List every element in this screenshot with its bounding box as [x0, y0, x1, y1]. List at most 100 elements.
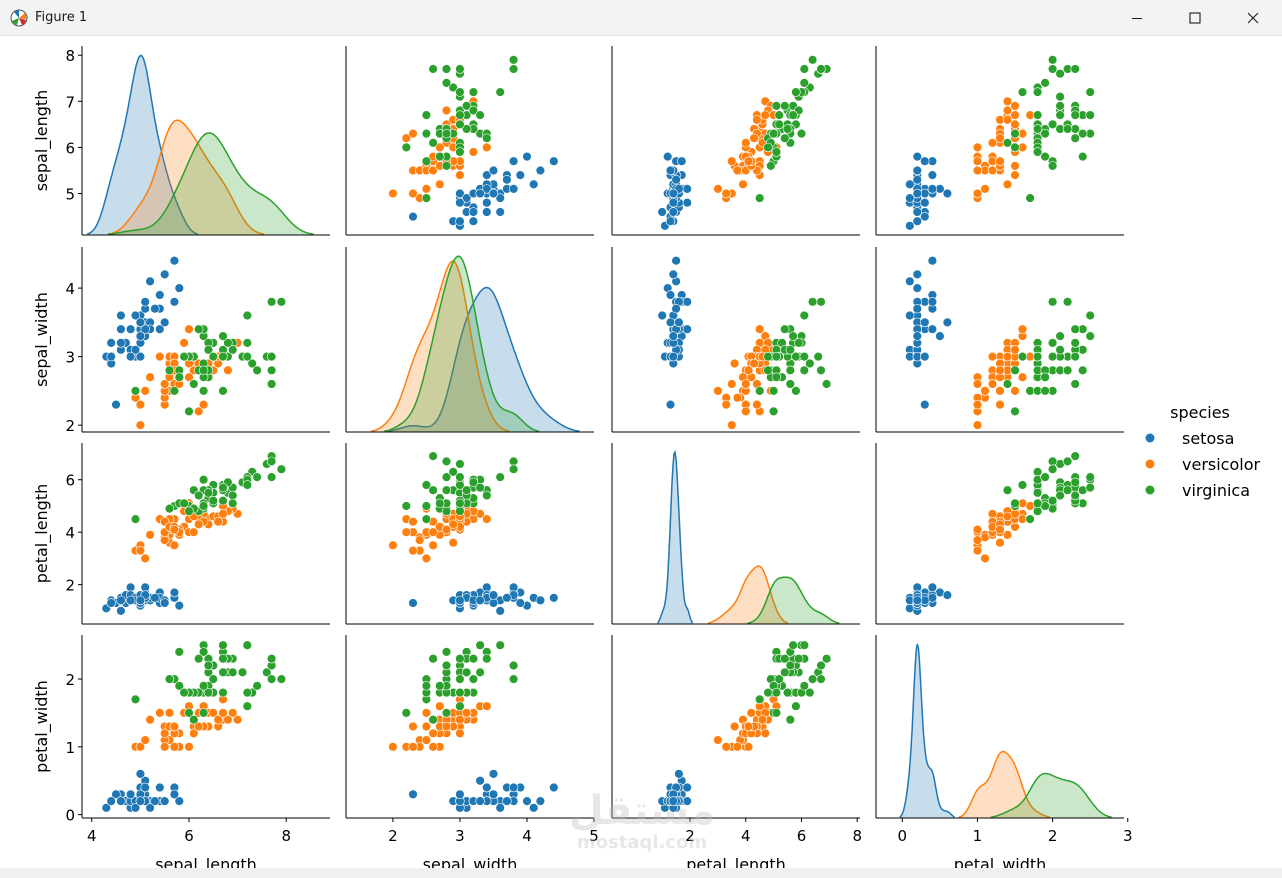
- point-setosa-44: [682, 184, 692, 194]
- point-setosa-41: [408, 789, 418, 799]
- point-setosa-25: [135, 351, 146, 362]
- point-versicolor-49: [441, 721, 452, 732]
- point-setosa-47: [116, 338, 126, 348]
- point-virginica-42: [435, 681, 445, 691]
- x-tick-label: 4: [522, 827, 532, 845]
- point-virginica-17: [508, 456, 519, 467]
- close-button[interactable]: [1224, 0, 1282, 36]
- point-setosa-33: [535, 796, 546, 806]
- point-virginica-18: [1070, 379, 1080, 389]
- legend-marker-setosa: [1144, 432, 1156, 444]
- point-virginica-6: [1025, 514, 1035, 524]
- subplot-petal_width-vs-petal_width: 0 1 2 3: [875, 635, 1133, 845]
- point-virginica-9: [495, 87, 505, 97]
- point-virginica-35: [455, 472, 465, 482]
- point-virginica-49: [455, 498, 465, 508]
- point-versicolor-43: [972, 545, 983, 556]
- x-axis-label-petal_length: petal_length: [686, 855, 786, 868]
- point-virginica-36: [1077, 128, 1088, 139]
- y-tick-label: 2: [65, 577, 75, 595]
- point-setosa-33: [535, 595, 546, 606]
- point-versicolor-47: [749, 358, 759, 369]
- point-virginica-17: [266, 297, 277, 307]
- point-virginica-38: [763, 351, 773, 362]
- maximize-button[interactable]: [1166, 0, 1224, 36]
- point-setosa-14: [174, 796, 185, 806]
- point-virginica-18: [428, 653, 438, 664]
- point-setosa-31: [482, 170, 492, 180]
- x-tick-label: 6: [797, 827, 807, 845]
- kde-fill-setosa: [657, 452, 693, 624]
- point-setosa-43: [942, 317, 953, 328]
- point-virginica-9: [1085, 310, 1095, 321]
- point-virginica-17: [508, 64, 519, 74]
- subplot-petal_length-vs-petal_length: [611, 443, 860, 625]
- point-setosa-49: [475, 595, 485, 606]
- point-versicolor-25: [1002, 115, 1013, 125]
- point-setosa-37: [495, 193, 505, 203]
- point-virginica-33: [441, 128, 452, 139]
- point-virginica-46: [768, 128, 779, 139]
- point-virginica-39: [461, 667, 472, 677]
- point-virginica-47: [774, 119, 784, 130]
- point-setosa-39: [140, 324, 150, 334]
- point-versicolor-48: [421, 553, 432, 564]
- point-virginica-7: [1032, 467, 1043, 477]
- point-virginica-42: [771, 372, 782, 382]
- point-virginica-49: [771, 687, 782, 698]
- point-setosa-45: [125, 789, 136, 799]
- point-versicolor-48: [980, 553, 990, 564]
- minimize-button[interactable]: [1108, 0, 1166, 36]
- point-setosa-15: [549, 782, 559, 793]
- point-versicolor-31: [732, 742, 743, 752]
- point-setosa-48: [912, 304, 922, 314]
- point-versicolor-47: [749, 133, 759, 143]
- point-versicolor-48: [980, 386, 990, 396]
- point-setosa-37: [905, 193, 915, 203]
- point-setosa-32: [145, 276, 155, 287]
- point-virginica-46: [1040, 128, 1050, 139]
- point-virginica-48: [194, 490, 204, 501]
- point-versicolor-48: [980, 184, 990, 194]
- point-setosa-47: [116, 595, 126, 606]
- point-virginica-34: [785, 714, 795, 725]
- point-versicolor-49: [743, 365, 754, 375]
- point-virginica-5: [813, 351, 823, 362]
- point-versicolor-9: [435, 179, 445, 190]
- point-versicolor-26: [1002, 105, 1013, 116]
- point-virginica-49: [179, 351, 189, 362]
- legend-marker-virginica: [1144, 484, 1156, 496]
- maximize-icon: [1189, 12, 1201, 24]
- point-versicolor-10: [388, 188, 398, 199]
- point-virginica-32: [203, 660, 214, 671]
- point-versicolor-41: [1002, 511, 1013, 522]
- point-setosa-22: [657, 310, 667, 321]
- point-virginica-9: [495, 640, 505, 650]
- point-virginica-44: [788, 640, 798, 650]
- point-versicolor-37: [995, 399, 1005, 410]
- point-virginica-17: [1062, 297, 1073, 307]
- point-virginica-22: [441, 456, 452, 467]
- point-virginica-39: [1055, 345, 1065, 355]
- point-virginica-19: [401, 142, 411, 153]
- kde-fill-versicolor: [107, 120, 264, 235]
- point-setosa-41: [111, 399, 121, 410]
- kde-line-virginica: [990, 772, 1112, 818]
- point-virginica-29: [242, 480, 253, 490]
- point-setosa-38: [106, 351, 116, 362]
- point-versicolor-36: [218, 509, 228, 519]
- point-virginica-22: [816, 674, 826, 684]
- point-virginica-30: [1040, 472, 1050, 482]
- point-virginica-39: [1055, 101, 1065, 111]
- point-virginica-22: [816, 365, 826, 375]
- point-virginica-21: [1047, 161, 1058, 171]
- point-virginica-45: [1070, 110, 1080, 120]
- point-setosa-32: [905, 276, 915, 287]
- point-setosa-42: [468, 216, 479, 226]
- point-virginica-49: [1032, 351, 1043, 362]
- point-virginica-22: [266, 365, 277, 375]
- point-setosa-33: [160, 269, 170, 280]
- point-versicolor-35: [482, 701, 492, 711]
- point-setosa-37: [130, 803, 141, 813]
- point-setosa-36: [912, 165, 922, 176]
